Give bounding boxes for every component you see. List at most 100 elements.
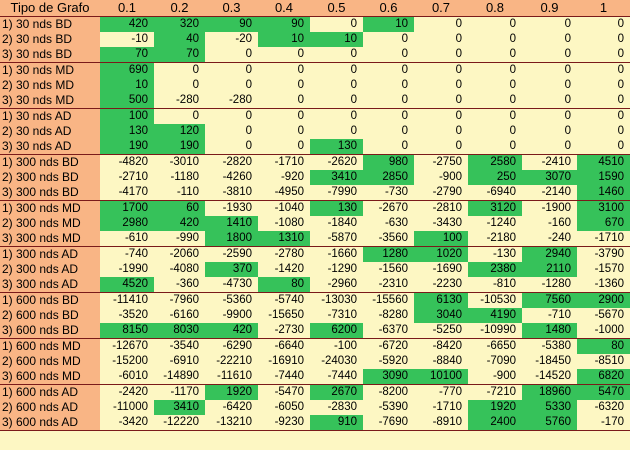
table-cell[interactable]: 1480	[522, 323, 577, 339]
table-cell[interactable]: 320	[154, 16, 205, 32]
table-cell[interactable]: -4730	[205, 277, 258, 293]
table-cell[interactable]: -3810	[205, 185, 258, 201]
table-cell[interactable]: -5670	[577, 308, 630, 323]
table-cell[interactable]: 0	[577, 62, 630, 78]
table-cell[interactable]: -2620	[310, 154, 363, 170]
table-cell[interactable]: -15560	[363, 292, 414, 308]
table-cell[interactable]: -740	[100, 246, 154, 262]
table-cell[interactable]: 0	[522, 93, 577, 109]
table-cell[interactable]: -900	[414, 170, 468, 185]
table-cell[interactable]: 0	[577, 139, 630, 155]
table-cell[interactable]: -3560	[363, 231, 414, 247]
table-cell[interactable]: -1180	[154, 170, 205, 185]
table-cell[interactable]: 0	[414, 47, 468, 63]
row-label[interactable]: 1) 30 nds MD	[0, 62, 100, 78]
table-cell[interactable]: -14520	[522, 369, 577, 385]
table-cell[interactable]: 0	[468, 124, 522, 139]
table-cell[interactable]: 0	[468, 139, 522, 155]
column-header[interactable]: 0.2	[154, 0, 205, 17]
table-cell[interactable]: -2790	[414, 185, 468, 201]
table-cell[interactable]: 7560	[522, 292, 577, 308]
table-cell[interactable]: 0	[258, 139, 310, 155]
table-cell[interactable]: 0	[154, 108, 205, 124]
table-cell[interactable]: -1570	[577, 262, 630, 277]
row-label[interactable]: 3) 30 nds BD	[0, 47, 100, 63]
row-label[interactable]: 2) 30 nds MD	[0, 78, 100, 93]
table-cell[interactable]: -2670	[363, 200, 414, 216]
table-cell[interactable]: 10	[258, 32, 310, 47]
table-cell[interactable]: -20	[205, 32, 258, 47]
table-cell[interactable]: 1920	[468, 400, 522, 415]
table-cell[interactable]: 670	[577, 216, 630, 231]
column-header[interactable]: 0.4	[258, 0, 310, 17]
table-cell[interactable]: 0	[414, 16, 468, 32]
table-cell[interactable]: -5360	[205, 292, 258, 308]
table-cell[interactable]: 0	[414, 139, 468, 155]
table-cell[interactable]: 0	[258, 78, 310, 93]
table-cell[interactable]: -900	[468, 369, 522, 385]
table-cell[interactable]: 250	[468, 170, 522, 185]
table-cell[interactable]: 3410	[154, 400, 205, 415]
table-cell[interactable]: -3420	[100, 415, 154, 431]
table-cell[interactable]: 0	[522, 139, 577, 155]
table-cell[interactable]: 0	[414, 78, 468, 93]
table-cell[interactable]: 80	[577, 338, 630, 354]
table-cell[interactable]: 1590	[577, 170, 630, 185]
table-cell[interactable]: 0	[414, 62, 468, 78]
table-cell[interactable]: 0	[205, 78, 258, 93]
table-cell[interactable]: -110	[154, 185, 205, 201]
table-cell[interactable]: 0	[363, 47, 414, 63]
table-cell[interactable]: 6820	[577, 369, 630, 385]
table-cell[interactable]: 1410	[205, 216, 258, 231]
table-cell[interactable]: -10	[100, 32, 154, 47]
table-cell[interactable]: 10	[100, 78, 154, 93]
row-label[interactable]: 3) 600 nds AD	[0, 415, 100, 431]
table-cell[interactable]: 80	[258, 277, 310, 293]
table-cell[interactable]: 2110	[522, 262, 577, 277]
table-cell[interactable]: 0	[468, 93, 522, 109]
table-cell[interactable]: -16910	[258, 354, 310, 369]
table-cell[interactable]: 18960	[522, 384, 577, 400]
table-cell[interactable]: -3430	[414, 216, 468, 231]
table-cell[interactable]: 0	[310, 78, 363, 93]
table-cell[interactable]: -990	[154, 231, 205, 247]
table-cell[interactable]: -5390	[363, 400, 414, 415]
table-cell[interactable]: -22210	[205, 354, 258, 369]
column-header[interactable]: 0.3	[205, 0, 258, 17]
table-cell[interactable]: 0	[363, 124, 414, 139]
table-cell[interactable]: 420	[205, 323, 258, 339]
table-cell[interactable]: 2670	[310, 384, 363, 400]
table-cell[interactable]: 3090	[363, 369, 414, 385]
row-label[interactable]: 2) 600 nds BD	[0, 308, 100, 323]
table-cell[interactable]: -2830	[310, 400, 363, 415]
table-cell[interactable]: -15650	[258, 308, 310, 323]
table-cell[interactable]: -630	[363, 216, 414, 231]
table-cell[interactable]: -2410	[522, 154, 577, 170]
table-cell[interactable]: 0	[577, 108, 630, 124]
table-cell[interactable]: -280	[154, 93, 205, 109]
table-cell[interactable]: -8910	[414, 415, 468, 431]
table-cell[interactable]: -240	[522, 231, 577, 247]
table-cell[interactable]: -1360	[577, 277, 630, 293]
table-cell[interactable]: 1700	[100, 200, 154, 216]
table-cell[interactable]: 2980	[100, 216, 154, 231]
table-cell[interactable]: -1170	[154, 384, 205, 400]
table-cell[interactable]: 0	[205, 124, 258, 139]
row-label[interactable]: 1) 300 nds AD	[0, 246, 100, 262]
table-cell[interactable]: 0	[468, 32, 522, 47]
table-cell[interactable]: 10100	[414, 369, 468, 385]
row-label[interactable]: 2) 300 nds BD	[0, 170, 100, 185]
table-cell[interactable]: 0	[577, 32, 630, 47]
table-cell[interactable]: -3010	[154, 154, 205, 170]
table-cell[interactable]: 0	[258, 62, 310, 78]
column-header[interactable]: 0.5	[310, 0, 363, 17]
table-cell[interactable]: 0	[577, 124, 630, 139]
table-cell[interactable]: 1020	[414, 246, 468, 262]
table-cell[interactable]: -1990	[100, 262, 154, 277]
table-cell[interactable]: -810	[468, 277, 522, 293]
corner-header[interactable]: Tipo de Grafo	[0, 0, 100, 17]
table-cell[interactable]: 0	[363, 32, 414, 47]
table-cell[interactable]: -1420	[258, 262, 310, 277]
table-cell[interactable]: -1690	[414, 262, 468, 277]
table-cell[interactable]: -6910	[154, 354, 205, 369]
